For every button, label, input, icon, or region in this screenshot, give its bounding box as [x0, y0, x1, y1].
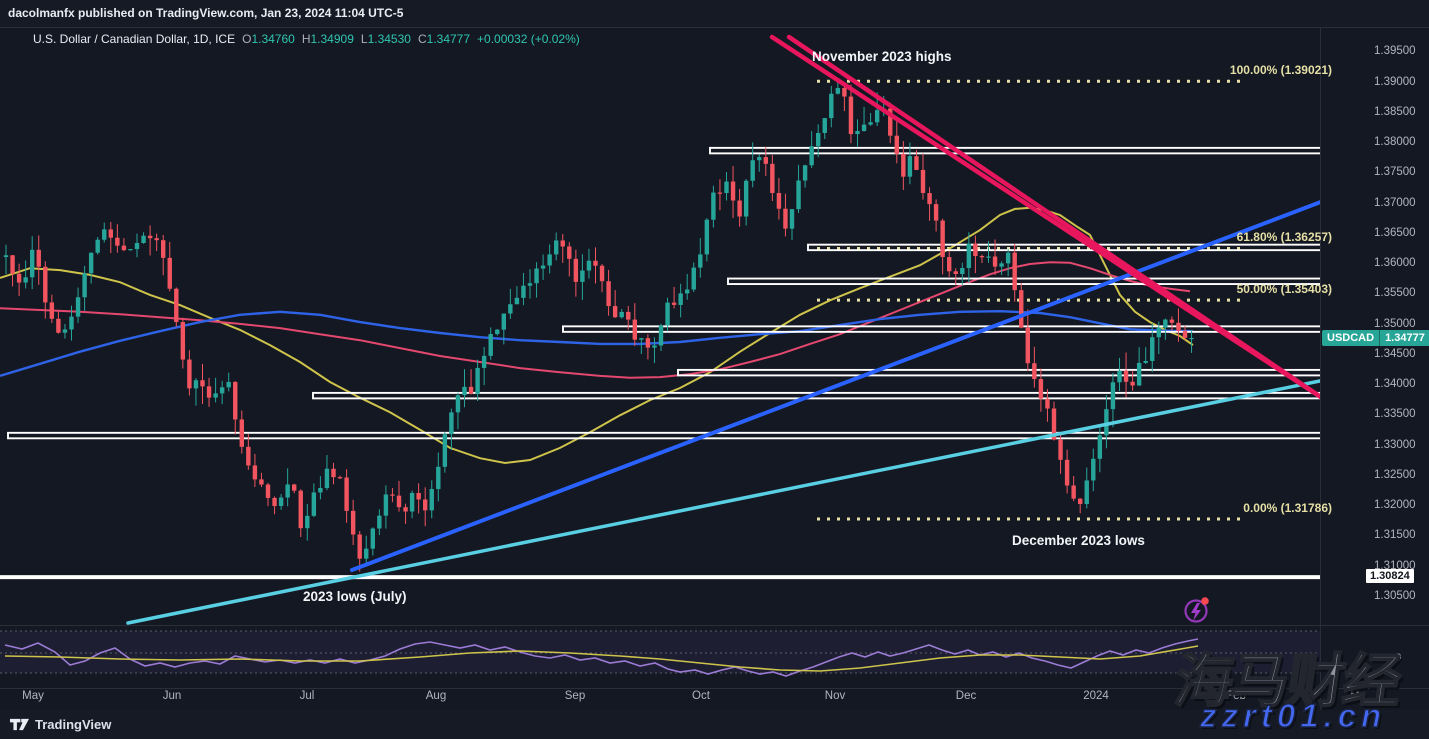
publish-bar: dacolmanfx published on TradingView.com,…	[0, 0, 1429, 27]
descending-channel-lower	[786, 34, 1320, 400]
ohlc-c: C1.34777	[417, 32, 471, 46]
ohlc-h: H1.34909	[301, 32, 354, 46]
secondary-ascending-trendline	[126, 379, 1320, 625]
footer-brand[interactable]: TradingView	[35, 717, 112, 732]
rsi-pane[interactable]	[0, 630, 1320, 677]
symbol-title: U.S. Dollar / Canadian Dollar, 1D, ICE	[33, 32, 236, 46]
change-value: +0.00032 (+0.02%)	[477, 32, 580, 46]
support-resistance-lines[interactable]	[0, 146, 1368, 580]
ohlc-l: L1.34530	[360, 32, 411, 46]
footer-bar: TradingView	[0, 710, 1429, 739]
ma-yellow-line	[0, 206, 1194, 465]
watermark-url: zzrt01.cn	[1199, 696, 1387, 735]
candlestick-series	[3, 82, 1194, 572]
major-ascending-trendline	[350, 200, 1320, 572]
ma-blue-line	[0, 309, 1194, 378]
flash-icon[interactable]	[1184, 597, 1209, 623]
fib-retracement-lines	[817, 79, 1245, 521]
rsi-line	[4, 638, 1199, 677]
ohlc-o: O1.34760	[242, 32, 295, 46]
symbol-legend: U.S. Dollar / Canadian Dollar, 1D, ICE O1…	[33, 32, 580, 46]
trendlines[interactable]	[126, 34, 1374, 625]
tradingview-logo-icon[interactable]	[10, 717, 29, 732]
publish-line: dacolmanfx published on TradingView.com,…	[8, 6, 404, 20]
rsi-ma-line	[4, 645, 1199, 672]
main-pane[interactable]	[0, 34, 1374, 625]
